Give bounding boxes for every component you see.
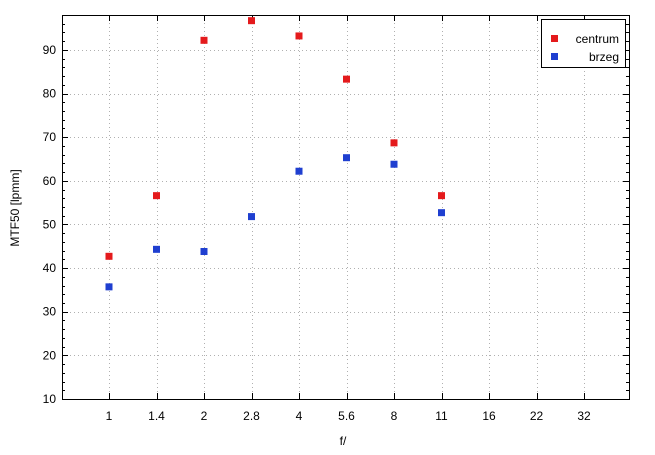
y-tick-label: 30	[43, 305, 57, 319]
y-tick-label: 40	[43, 261, 57, 275]
data-point-brzeg	[390, 160, 398, 168]
x-tick-label: 2	[201, 409, 208, 423]
data-point-centrum	[438, 192, 445, 200]
legend: centrum brzeg	[541, 19, 626, 68]
legend-label-brzeg: brzeg	[589, 50, 619, 64]
data-point-centrum	[200, 36, 208, 44]
x-tick-label: 1	[106, 409, 113, 423]
tick-label-layer: 1 1.4 2 2.8 4 5.6 8 11 16 22 32 10 20 30 40 50 60 70 80 90	[43, 43, 591, 423]
data-point-brzeg	[153, 245, 160, 253]
y-tick-label: 50	[43, 217, 57, 231]
y-tick-label: 70	[43, 130, 57, 144]
plot-frame	[62, 15, 630, 400]
data-point-centrum	[295, 32, 303, 40]
legend-label-centrum: centrum	[576, 32, 619, 46]
x-tick-label: 16	[482, 409, 496, 423]
x-tick-label: 22	[530, 409, 544, 423]
x-tick-label: 4	[296, 409, 303, 423]
tick-layer	[62, 15, 629, 400]
y-tick-label: 90	[43, 43, 57, 57]
data-point-brzeg	[343, 154, 350, 162]
data-point-centrum	[153, 192, 160, 200]
x-tick-label: 1.4	[148, 409, 165, 423]
x-tick-label: 11	[435, 409, 448, 423]
x-tick-label: 8	[391, 409, 398, 423]
data-point-brzeg	[105, 283, 113, 291]
data-point-brzeg	[295, 167, 303, 175]
legend-marker-brzeg	[551, 53, 558, 60]
data-point-centrum	[343, 75, 350, 83]
data-point-brzeg	[438, 209, 445, 217]
x-axis-title: f/	[340, 434, 347, 448]
data-point-centrum	[248, 17, 255, 25]
legend-marker-centrum	[551, 35, 558, 42]
x-tick-label: 32	[577, 409, 591, 423]
y-tick-label: 20	[43, 348, 57, 362]
grid-layer	[62, 15, 629, 399]
x-tick-label: 5.6	[338, 409, 355, 423]
data-points-layer	[105, 17, 445, 291]
y-tick-label: 60	[43, 174, 57, 188]
data-point-centrum	[390, 139, 398, 147]
y-tick-label: 80	[43, 87, 57, 101]
y-tick-label: 10	[43, 392, 57, 406]
data-point-centrum	[105, 252, 113, 260]
x-tick-label: 2.8	[243, 409, 260, 423]
data-point-brzeg	[200, 248, 208, 256]
y-axis-title: MTF50 [lpmm]	[8, 169, 22, 246]
data-point-brzeg	[248, 213, 255, 221]
